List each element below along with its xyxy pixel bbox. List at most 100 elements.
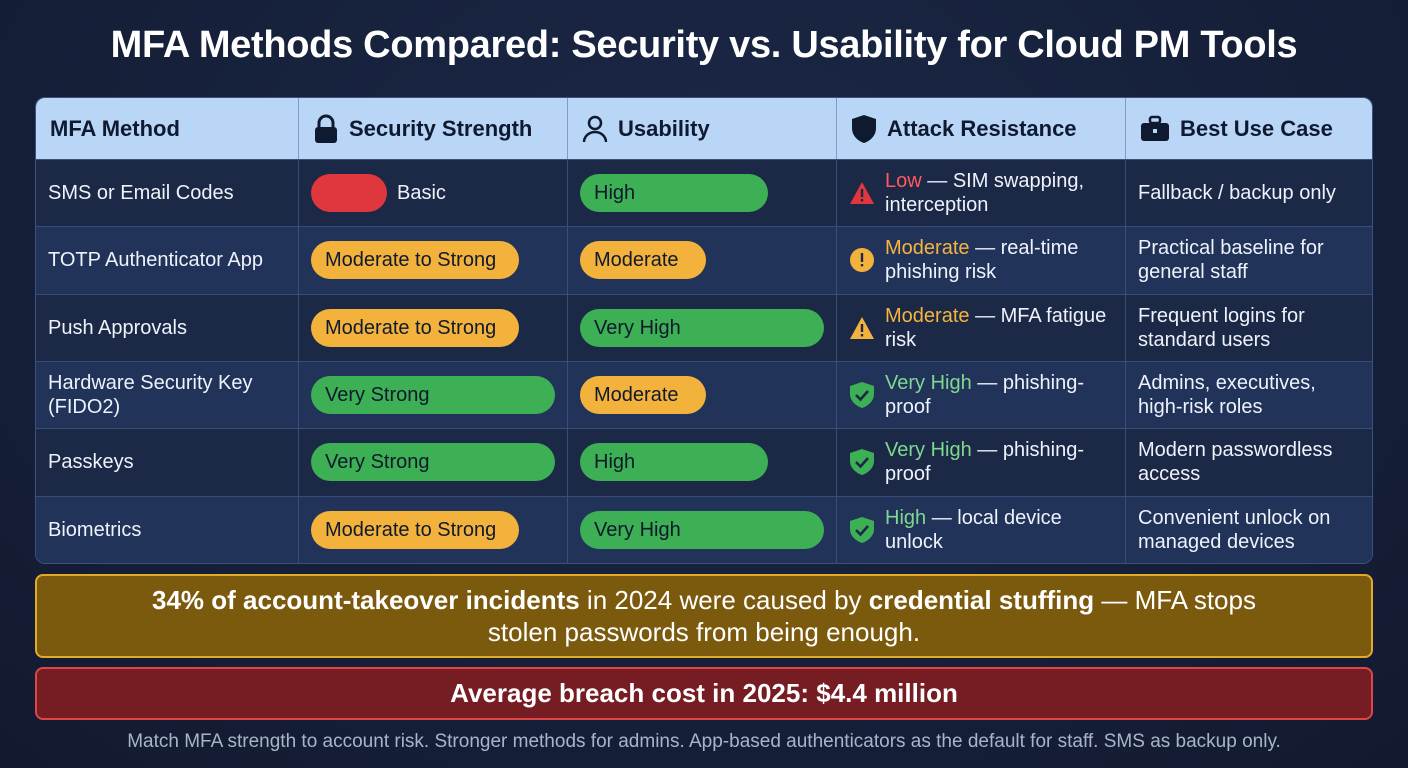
warning-icon	[850, 316, 874, 339]
method-name: SMS or Email Codes	[48, 182, 234, 205]
method-cell: SMS or Email Codes	[36, 159, 299, 227]
callout-emphasis: 34% of account-takeover incidents	[152, 585, 580, 615]
header-cell: Attack Resistance	[837, 98, 1126, 159]
use-case-cell: Modern passwordless access	[1126, 428, 1372, 496]
strength-pill: Moderate to Strong	[311, 308, 519, 347]
resistance-level: Moderate	[885, 304, 970, 327]
footer-note: Match MFA strength to account risk. Stro…	[127, 731, 1281, 752]
usability-cell: High	[568, 159, 837, 227]
title: MFA Methods Compared: Security vs. Usabi…	[110, 24, 1298, 66]
header-cell: Security Strength	[299, 98, 568, 159]
method-cell: Push Approvals	[36, 293, 299, 361]
resistance-detail: — local device unlock	[885, 506, 1062, 553]
resistance-level: Very High	[885, 439, 972, 462]
use-case: Convenient unlock on managed devices	[1138, 506, 1331, 553]
method-cell: TOTP Authenticator App	[36, 226, 299, 294]
use-case-cell: Convenient unlock on managed devices	[1126, 495, 1372, 563]
header-text: Security Strength	[349, 115, 533, 141]
security-cell: Moderate to Strong	[299, 226, 568, 294]
shield-check-icon	[850, 382, 874, 409]
resistance-text: Very High — phishing-proof	[885, 438, 1113, 486]
shield-check-icon	[850, 449, 874, 476]
strength-pill: Very Strong	[311, 376, 555, 415]
usability-pill: High	[580, 174, 768, 213]
header-text: Attack Resistance	[887, 115, 1077, 141]
resistance-text: High — local device unlock	[885, 506, 1113, 554]
callout-text: 34% of account-takeover incidents in 202…	[149, 584, 1259, 648]
strength-label: Moderate to Strong	[325, 316, 497, 339]
resistance-level: Moderate	[885, 237, 970, 260]
method-cell: Biometrics	[36, 495, 299, 563]
security-cell: Moderate to Strong	[299, 293, 568, 361]
resistance-level: Very High	[885, 372, 972, 395]
resistance-cell: Low — SIM swapping, interception	[837, 159, 1126, 227]
comparison-table: MFA Method Security Strength Usability A…	[35, 97, 1373, 564]
strength-label: Very Strong	[325, 384, 430, 407]
use-case: Fallback / backup only	[1138, 182, 1336, 205]
method-name: Biometrics	[48, 518, 142, 541]
resistance-cell: Moderate — real-time phishing risk	[837, 226, 1126, 294]
use-case-cell: Admins, executives, high-risk roles	[1126, 361, 1372, 429]
callout-segment: in 2024 were caused by	[579, 585, 869, 615]
usability-label: Moderate	[594, 249, 679, 272]
use-case-cell: Fallback / backup only	[1126, 159, 1372, 227]
resistance-text: Low — SIM swapping, interception	[885, 169, 1113, 217]
resistance-text: Moderate — real-time phishing risk	[885, 236, 1113, 284]
header-cell: MFA Method	[36, 98, 299, 159]
header-text: MFA Method	[50, 115, 180, 141]
strength-pill: Very Strong	[311, 443, 555, 482]
usability-cell: Very High	[568, 293, 837, 361]
usability-label: High	[594, 451, 636, 474]
lock-icon	[315, 114, 337, 143]
use-case-cell: Practical baseline for general staff	[1126, 226, 1372, 294]
cost-banner: Average breach cost in 2025: $4.4 millio…	[35, 667, 1373, 720]
resistance-detail: — phishing-proof	[885, 439, 1084, 486]
stat-callout: 34% of account-takeover incidents in 202…	[35, 574, 1373, 658]
method-name: Passkeys	[48, 451, 134, 474]
usability-cell: Moderate	[568, 226, 837, 294]
usability-pill: Moderate	[580, 241, 706, 280]
use-case: Modern passwordless access	[1138, 439, 1333, 486]
briefcase-icon	[1141, 115, 1169, 141]
resistance-detail: — SIM swapping, interception	[885, 170, 1084, 217]
usability-pill: Very High	[580, 510, 824, 549]
resistance-detail: — real-time phishing risk	[885, 237, 1079, 284]
security-cell: Moderate to Strong	[299, 495, 568, 563]
strength-label: Moderate to Strong	[325, 518, 497, 541]
usability-cell: Very High	[568, 495, 837, 563]
use-case: Practical baseline for general staff	[1138, 237, 1324, 284]
callout-segment: — MFA stops stolen passwords from being …	[487, 585, 1256, 647]
resistance-text: Moderate — MFA fatigue risk	[885, 304, 1113, 352]
usability-label: Moderate	[594, 384, 679, 407]
resistance-text: Very High — phishing-proof	[885, 371, 1113, 419]
resistance-cell: Very High — phishing-proof	[837, 428, 1126, 496]
usability-cell: High	[568, 428, 837, 496]
usability-pill: High	[580, 443, 768, 482]
method-name: TOTP Authenticator App	[48, 249, 263, 272]
usability-pill: Moderate	[580, 376, 706, 415]
resistance-detail: — phishing-proof	[885, 372, 1084, 419]
shield-icon	[852, 114, 876, 143]
security-cell: Very Strong	[299, 361, 568, 429]
usability-label: Very High	[594, 518, 681, 541]
usability-label: Very High	[594, 316, 681, 339]
method-cell: Passkeys	[36, 428, 299, 496]
method-cell: Hardware Security Key (FIDO2)	[36, 361, 299, 429]
warning-icon	[850, 182, 874, 205]
resistance-detail: — MFA fatigue risk	[885, 304, 1107, 351]
resistance-level: Low	[885, 170, 922, 193]
header-cell: Usability	[568, 98, 837, 159]
method-name: Push Approvals	[48, 316, 187, 339]
use-case: Admins, executives, high-risk roles	[1138, 372, 1316, 419]
strength-pill	[311, 174, 387, 213]
caution-icon	[850, 248, 874, 273]
resistance-level: High	[885, 506, 927, 529]
strength-label: Moderate to Strong	[325, 249, 497, 272]
strength-label: Very Strong	[325, 451, 430, 474]
header-text: Best Use Case	[1180, 115, 1333, 141]
use-case: Frequent logins for standard users	[1138, 304, 1305, 351]
usability-pill: Very High	[580, 308, 824, 347]
resistance-cell: High — local device unlock	[837, 495, 1126, 563]
user-icon	[582, 115, 608, 142]
